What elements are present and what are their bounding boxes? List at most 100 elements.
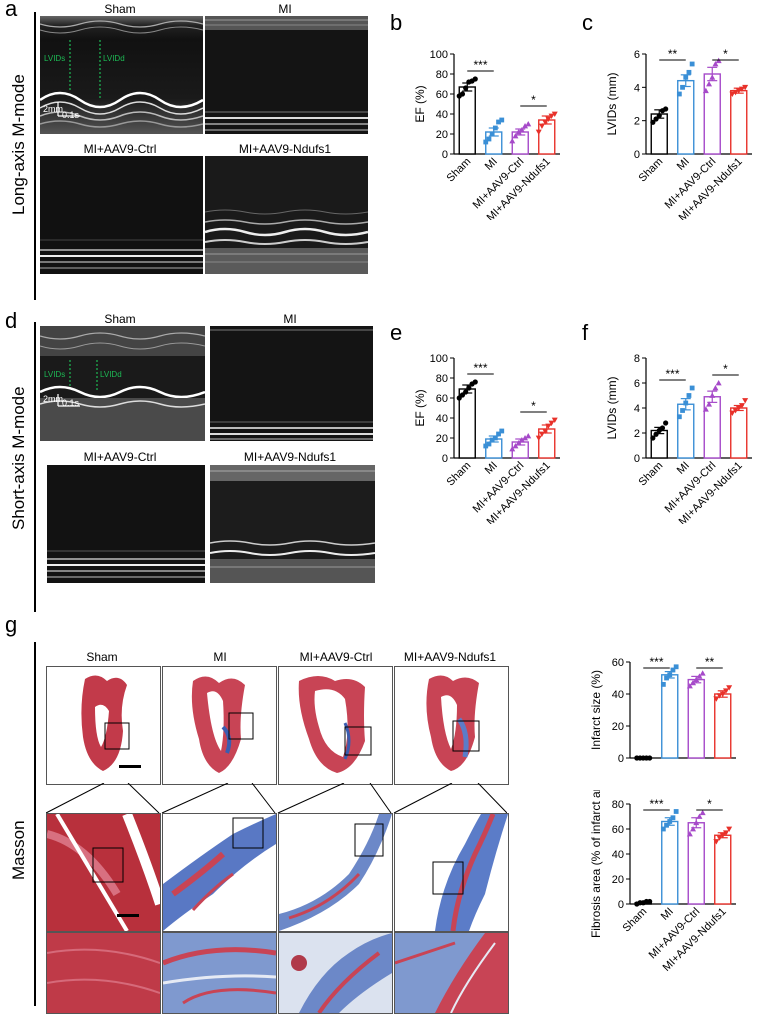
data-point — [726, 826, 733, 832]
data-point — [716, 835, 723, 841]
data-point — [689, 61, 695, 67]
histo-zoom2-mi — [162, 932, 277, 1014]
histo-heart-sham — [46, 666, 161, 785]
panel-letter-a: a — [5, 0, 18, 21]
x-tick-label: MI — [659, 906, 676, 923]
data-point — [729, 410, 736, 416]
data-point — [483, 443, 489, 449]
data-point — [509, 138, 516, 144]
data-point — [496, 431, 501, 437]
data-point — [686, 683, 693, 689]
data-point — [489, 131, 495, 137]
y-tick-label: 60 — [436, 89, 448, 101]
data-point — [663, 420, 669, 426]
y-tick-label: 20 — [612, 874, 624, 886]
data-point — [542, 119, 549, 125]
data-point — [499, 428, 505, 434]
y-tick-label: 40 — [436, 413, 448, 425]
data-point — [686, 69, 692, 75]
data-point — [670, 667, 676, 673]
data-point — [706, 401, 713, 407]
data-point — [653, 431, 659, 437]
significance-label: ** — [668, 47, 678, 61]
y-axis-label: LVIDs (mm) — [605, 72, 619, 135]
data-point — [463, 389, 469, 395]
data-point — [680, 408, 685, 413]
x-tick-label: MI — [483, 460, 500, 477]
data-point — [466, 385, 472, 391]
bar — [730, 407, 748, 459]
data-point — [722, 830, 729, 836]
data-point — [515, 129, 522, 135]
data-point — [686, 393, 692, 398]
data-point — [483, 139, 489, 145]
data-point — [538, 123, 545, 129]
x-tick-label: Sham — [637, 460, 666, 489]
data-point — [702, 87, 709, 94]
significance-label: *** — [473, 58, 487, 72]
data-point — [522, 123, 529, 129]
y-tick-label: 4 — [634, 403, 640, 415]
y-tick-label: 80 — [436, 373, 448, 385]
echo-image-d-ndufs1 — [210, 465, 375, 583]
data-point — [699, 670, 706, 676]
x-tick-label: Sham — [445, 460, 474, 489]
histo-zoom2-sham — [46, 932, 161, 1014]
y-tick-label: 0 — [618, 899, 624, 911]
data-point — [683, 74, 689, 80]
data-point — [673, 809, 679, 814]
chart-g-fibrosis: 0 20 40 60 80 Fibrosis area (% of infarct are… — [589, 790, 736, 974]
panel-letter-g: g — [5, 612, 18, 637]
panel-letter-c: c — [582, 10, 593, 35]
echo-title-d-ctrl: MI+AAV9-Ctrl — [83, 450, 157, 464]
data-point — [542, 428, 549, 434]
y-axis-label: LVIDs (mm) — [605, 376, 619, 439]
data-point — [715, 380, 722, 386]
data-point — [538, 431, 545, 437]
data-point — [663, 106, 669, 112]
histo-zoom1-mi — [162, 813, 277, 932]
data-point — [551, 111, 558, 117]
y-tick-label: 0 — [442, 149, 448, 161]
significance-label: *** — [665, 367, 679, 381]
echo-image-a-mi — [205, 16, 368, 134]
histo-title-mi: MI — [213, 650, 227, 664]
data-point — [545, 116, 552, 122]
x-tick-label: Sham — [637, 156, 666, 185]
y-axis-label: EF (%) — [413, 85, 427, 122]
x-tick-label: Sham — [621, 906, 650, 935]
data-point — [670, 815, 676, 821]
histo-title-ctrl: MI+AAV9-Ctrl — [299, 650, 373, 664]
data-point — [683, 400, 689, 406]
row-label-long-axis: Long-axis M-mode — [9, 74, 28, 215]
y-tick-label: 20 — [436, 129, 448, 141]
lvidd-label-a: LVIDd — [103, 54, 125, 63]
data-point — [680, 84, 685, 90]
significance-label: * — [531, 399, 536, 413]
data-point — [699, 809, 706, 816]
data-point — [496, 119, 501, 125]
data-point — [738, 403, 745, 409]
data-point — [548, 420, 555, 426]
data-point — [459, 91, 466, 97]
histo-zoom2-ctrl — [278, 932, 393, 1014]
data-point — [713, 839, 720, 845]
data-point — [732, 89, 739, 96]
data-point — [664, 675, 669, 681]
bar — [730, 89, 748, 155]
lvids-label-d: LVIDs — [44, 370, 66, 379]
data-point — [693, 819, 700, 826]
data-point — [492, 125, 498, 131]
data-point — [676, 414, 682, 420]
y-tick-label: 4 — [634, 82, 640, 94]
data-point — [735, 405, 742, 411]
y-tick-label: 2 — [634, 116, 640, 128]
data-point — [660, 682, 666, 687]
echo-title-a-ctrl: MI+AAV9-Ctrl — [83, 142, 157, 156]
lvidd-label-d: LVIDd — [100, 370, 122, 379]
data-point — [650, 435, 656, 441]
data-point — [509, 446, 516, 452]
data-point — [726, 685, 733, 691]
